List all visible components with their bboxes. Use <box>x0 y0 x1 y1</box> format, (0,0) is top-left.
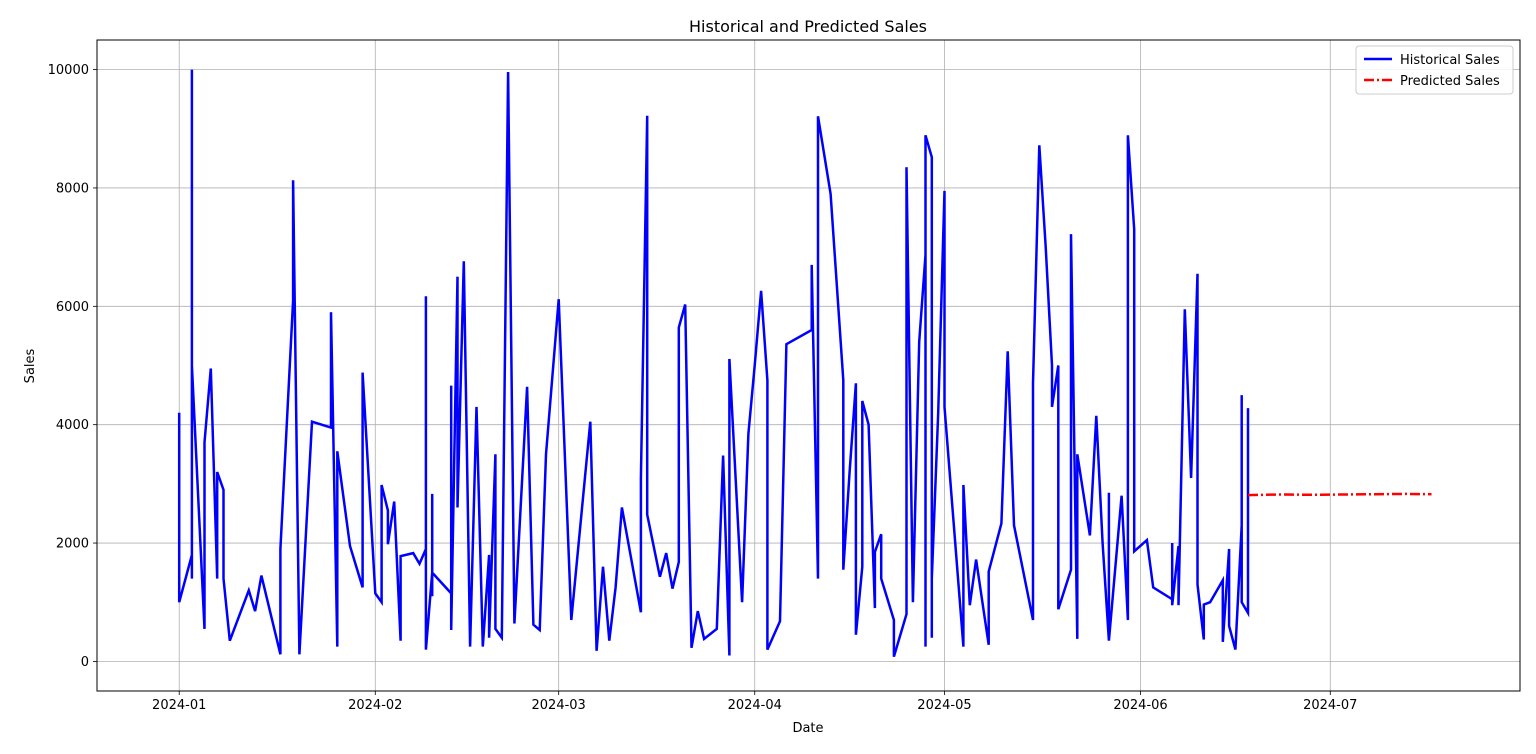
y-axis-label: Sales <box>23 348 38 383</box>
x-axis: 2024-01 2024-02 2024-03 2024-04 2024-05 2024-… <box>152 691 1357 713</box>
y-tick-label: 6000 <box>56 300 89 315</box>
y-axis: 0 2000 4000 6000 8000 10000 <box>48 63 97 670</box>
plot-area <box>96 39 1521 692</box>
x-tick-label: 2024-04 <box>728 698 782 713</box>
plot-frame <box>96 39 1521 692</box>
x-tick-label: 2024-07 <box>1303 698 1357 713</box>
x-tick-label: 2024-05 <box>917 698 971 713</box>
series-layer <box>177 69 1432 658</box>
x-tick-label: 2024-03 <box>532 698 586 713</box>
x-tick-label: 2024-01 <box>152 698 206 713</box>
x-tick-label: 2024-02 <box>348 698 402 713</box>
x-axis-label: Date <box>792 721 823 736</box>
x-tick-label: 2024-06 <box>1113 698 1167 713</box>
y-tick-label: 2000 <box>56 537 89 552</box>
y-tick-label: 8000 <box>56 181 89 196</box>
predicted-sales-line <box>1247 492 1432 497</box>
y-tick-label: 10000 <box>48 63 89 78</box>
y-tick-label: 0 <box>81 655 89 670</box>
legend-label-historical: Historical Sales <box>1400 53 1500 68</box>
legend-label-predicted: Predicted Sales <box>1400 74 1500 89</box>
historical-sales-line <box>177 69 1250 658</box>
chart-title: Historical and Predicted Sales <box>689 17 927 36</box>
legend: Historical Sales Predicted Sales <box>1355 45 1514 95</box>
legend-box <box>1355 45 1514 95</box>
y-tick-label: 4000 <box>56 418 89 433</box>
